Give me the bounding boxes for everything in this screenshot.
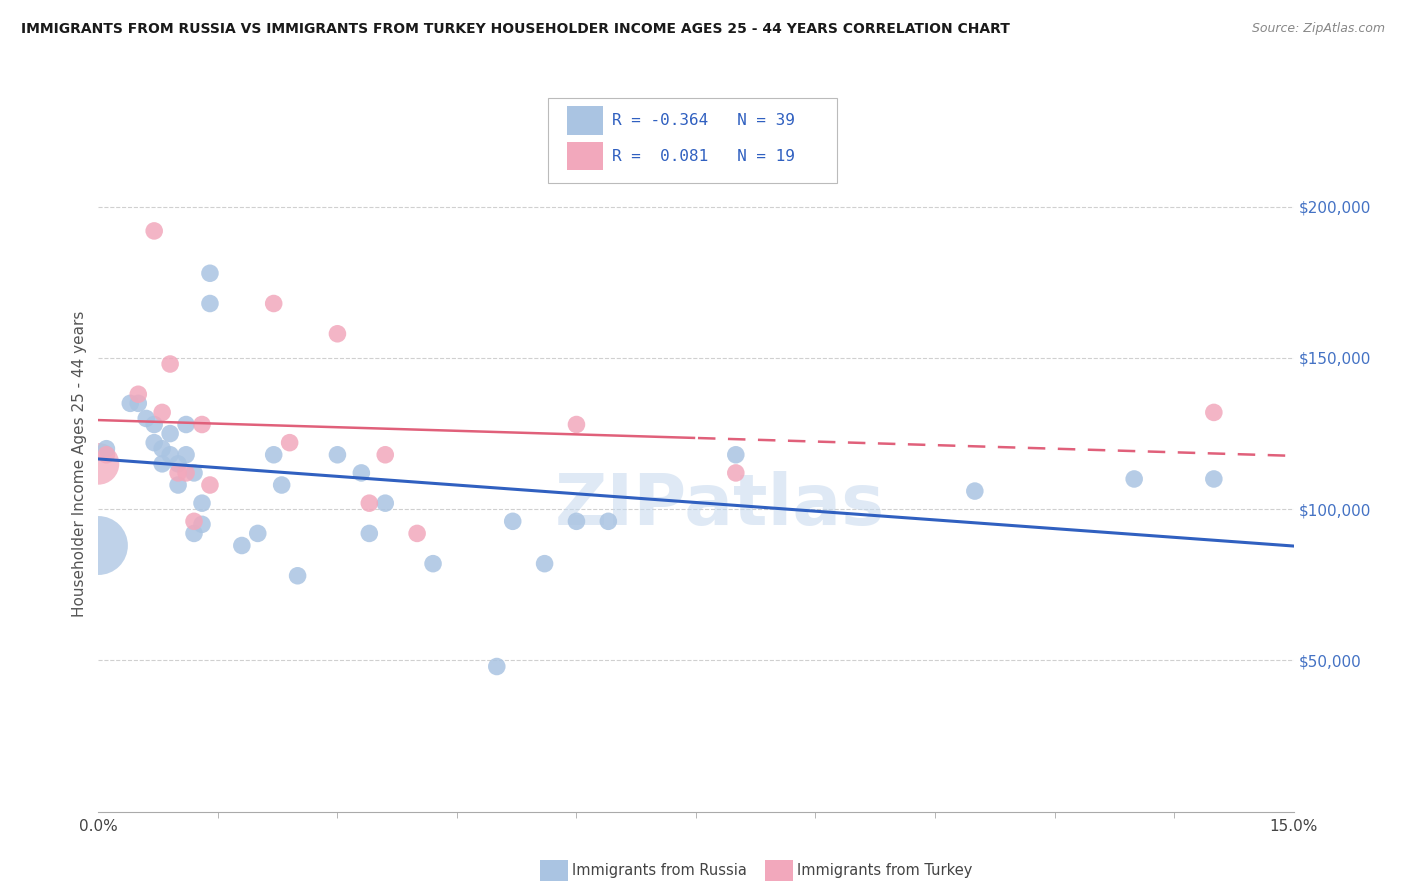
Y-axis label: Householder Income Ages 25 - 44 years: Householder Income Ages 25 - 44 years [72, 310, 87, 617]
Text: R = -0.364   N = 39: R = -0.364 N = 39 [612, 113, 794, 128]
Point [159, 448, 181, 462]
Point [127, 396, 149, 410]
Point [502, 514, 524, 528]
Point [87, 457, 110, 471]
Point [359, 526, 381, 541]
Text: R =  0.081   N = 19: R = 0.081 N = 19 [612, 149, 794, 163]
Text: ZIPatlas: ZIPatlas [555, 471, 884, 540]
Point [167, 457, 190, 471]
Point [143, 224, 166, 238]
Text: Immigrants from Turkey: Immigrants from Turkey [797, 863, 973, 878]
Point [565, 417, 588, 432]
Point [167, 466, 190, 480]
Point [326, 326, 349, 341]
Point [183, 526, 205, 541]
Text: Immigrants from Russia: Immigrants from Russia [572, 863, 747, 878]
Point [724, 448, 747, 462]
Point [143, 435, 166, 450]
Point [135, 411, 157, 425]
Text: Source: ZipAtlas.com: Source: ZipAtlas.com [1251, 22, 1385, 36]
Point [174, 417, 197, 432]
Point [598, 514, 620, 528]
Point [485, 659, 508, 673]
Point [191, 517, 214, 532]
Point [963, 484, 986, 499]
Point [1123, 472, 1146, 486]
Point [1202, 405, 1225, 419]
Point [326, 448, 349, 462]
Point [278, 435, 301, 450]
Point [724, 466, 747, 480]
Point [422, 557, 444, 571]
Point [150, 405, 173, 419]
Point [191, 496, 214, 510]
Point [150, 457, 173, 471]
Point [350, 466, 373, 480]
Point [263, 448, 285, 462]
Point [159, 426, 181, 441]
Point [174, 466, 197, 480]
Point [287, 568, 309, 582]
Point [183, 466, 205, 480]
Point [198, 296, 221, 310]
Point [374, 448, 396, 462]
Point [96, 448, 118, 462]
Point [246, 526, 269, 541]
Point [198, 266, 221, 280]
Point [374, 496, 396, 510]
Point [231, 539, 253, 553]
Text: IMMIGRANTS FROM RUSSIA VS IMMIGRANTS FROM TURKEY HOUSEHOLDER INCOME AGES 25 - 44: IMMIGRANTS FROM RUSSIA VS IMMIGRANTS FRO… [21, 22, 1010, 37]
Point [96, 442, 118, 456]
Point [183, 514, 205, 528]
Point [174, 448, 197, 462]
Point [565, 514, 588, 528]
Point [359, 496, 381, 510]
Point [1202, 472, 1225, 486]
Point [533, 557, 555, 571]
Point [263, 296, 285, 310]
Point [191, 417, 214, 432]
Point [198, 478, 221, 492]
Point [143, 417, 166, 432]
Point [406, 526, 429, 541]
Point [127, 387, 149, 401]
Point [150, 442, 173, 456]
Point [120, 396, 142, 410]
Point [87, 539, 110, 553]
Point [167, 478, 190, 492]
Point [159, 357, 181, 371]
Point [270, 478, 292, 492]
